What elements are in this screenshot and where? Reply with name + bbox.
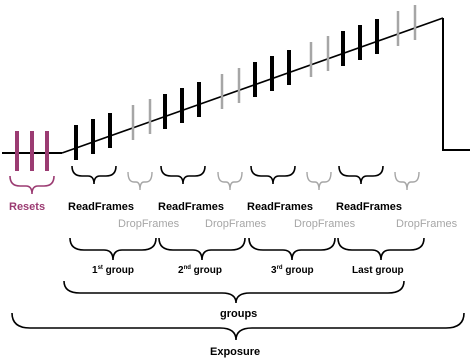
group-label-last: Last group [352,265,404,276]
group-brace [69,237,157,261]
read-frames-label: ReadFrames [336,201,402,213]
read-frames-braces [71,165,384,185]
signal-ramp [61,17,444,154]
resets-label: Resets [9,201,45,213]
read-frames-label: ReadFrames [247,201,313,213]
read-frames-brace [71,165,117,185]
group-label-1: 1st group [92,265,134,276]
group-label-3: 3rd group [271,265,314,276]
group-brace [337,237,425,261]
resets-brace [9,175,55,195]
read-frames-brace [338,165,384,185]
group-labels: 1st group 2nd group 3rd group Last group [92,265,404,276]
groups-brace [63,280,405,304]
drop-frame-ticks [131,5,417,140]
drop-frames-brace [394,171,420,191]
signal-reset-drop [442,18,470,151]
read-frames-label: ReadFrames [68,201,134,213]
drop-frames-brace [217,171,243,191]
drop-frames-label: DropFrames [396,218,458,230]
exposure-label: Exposure [210,346,260,358]
drop-frames-label: DropFrames [205,218,267,230]
exposure-brace [11,312,465,341]
drop-frames-brace [127,171,153,191]
reset-ticks [15,131,49,171]
drop-frames-label: DropFrames [294,218,356,230]
drop-frames-labels: DropFrames DropFrames DropFrames DropFra… [118,218,458,230]
group-braces [69,237,425,261]
group-label-2: 2nd group [178,265,222,276]
group-brace [158,237,246,261]
drop-frames-braces [127,171,420,191]
groups-label: groups [220,308,257,320]
group-brace [248,237,336,261]
read-frame-ticks [74,19,379,160]
drop-frames-brace [306,171,332,191]
read-frames-brace [250,165,296,185]
read-frames-label: ReadFrames [158,201,224,213]
drop-frames-label: DropFrames [118,218,180,230]
read-frames-labels: ReadFrames ReadFrames ReadFrames ReadFra… [68,201,402,213]
read-frames-brace [160,165,206,185]
